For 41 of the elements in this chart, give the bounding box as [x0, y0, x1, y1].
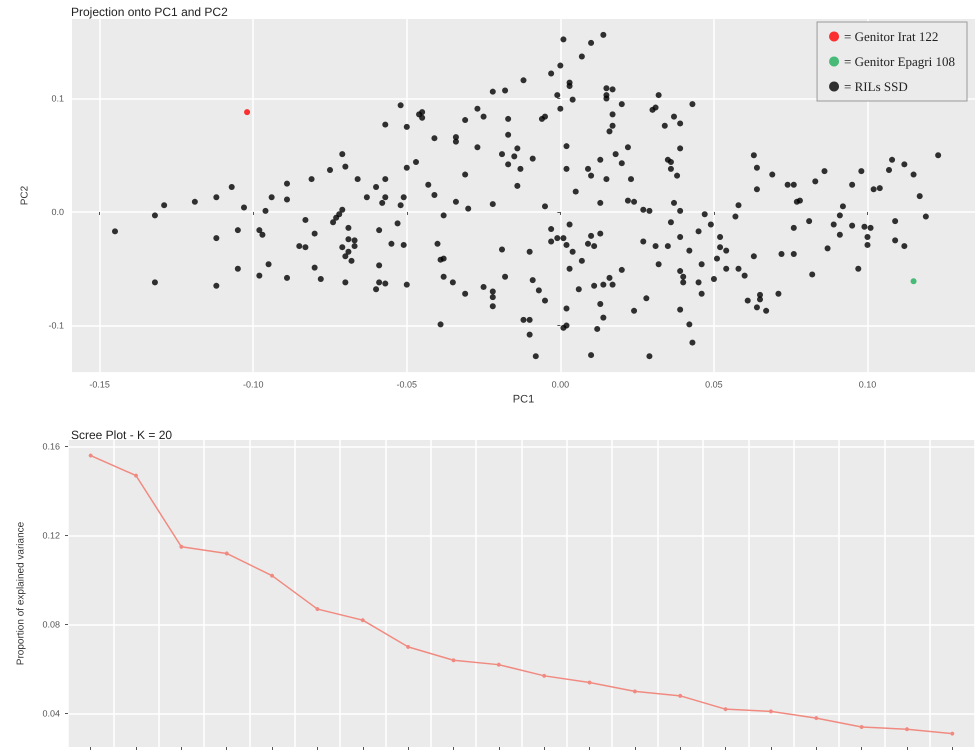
point [88, 454, 93, 458]
y-tick-label: 0.08 [42, 620, 60, 630]
point [406, 644, 410, 649]
x-tick-label: -0.10 [242, 380, 264, 390]
legend-label: = Genitor Irat 122 [844, 29, 938, 44]
chart-title: Scree Plot - K = 20 [71, 428, 172, 442]
point [496, 662, 501, 667]
point [678, 694, 682, 698]
point [814, 716, 818, 720]
y-tick-label: 0.0 [51, 207, 64, 218]
point [270, 574, 274, 578]
point [588, 680, 592, 684]
x-axis-title: PC1 [512, 394, 534, 406]
x-tick-label: 0.10 [858, 380, 876, 390]
y-axis-title: PC2 [20, 185, 30, 206]
y-tick-label: 0.04 [42, 708, 60, 719]
point [179, 544, 184, 549]
y-axis-title: Proportion of explained variance [16, 521, 26, 666]
point [768, 709, 773, 714]
point [542, 674, 546, 678]
y-tick-label: 0.1 [51, 93, 64, 104]
point [950, 732, 954, 736]
legend-label: = RILs SSD [844, 79, 908, 94]
x-tick-label: -0.15 [89, 380, 110, 390]
point [451, 658, 456, 662]
point [860, 724, 864, 729]
x-tick-label: 0.00 [552, 380, 570, 390]
point [724, 707, 728, 712]
y-tick-label: 0.16 [42, 442, 60, 452]
point [904, 727, 909, 732]
point [360, 618, 365, 622]
x-tick-label: 0.05 [705, 380, 723, 390]
x-tick-label: -0.05 [396, 380, 418, 390]
point [315, 607, 320, 612]
legend-label: = Genitor Epagri 108 [844, 54, 956, 69]
point [632, 689, 637, 694]
chart-title: Projection onto PC1 and PC2 [71, 5, 228, 19]
point [224, 551, 229, 556]
point [134, 474, 138, 478]
y-tick-label: -0.1 [48, 320, 64, 331]
y-tick-label: 0.12 [42, 530, 60, 541]
